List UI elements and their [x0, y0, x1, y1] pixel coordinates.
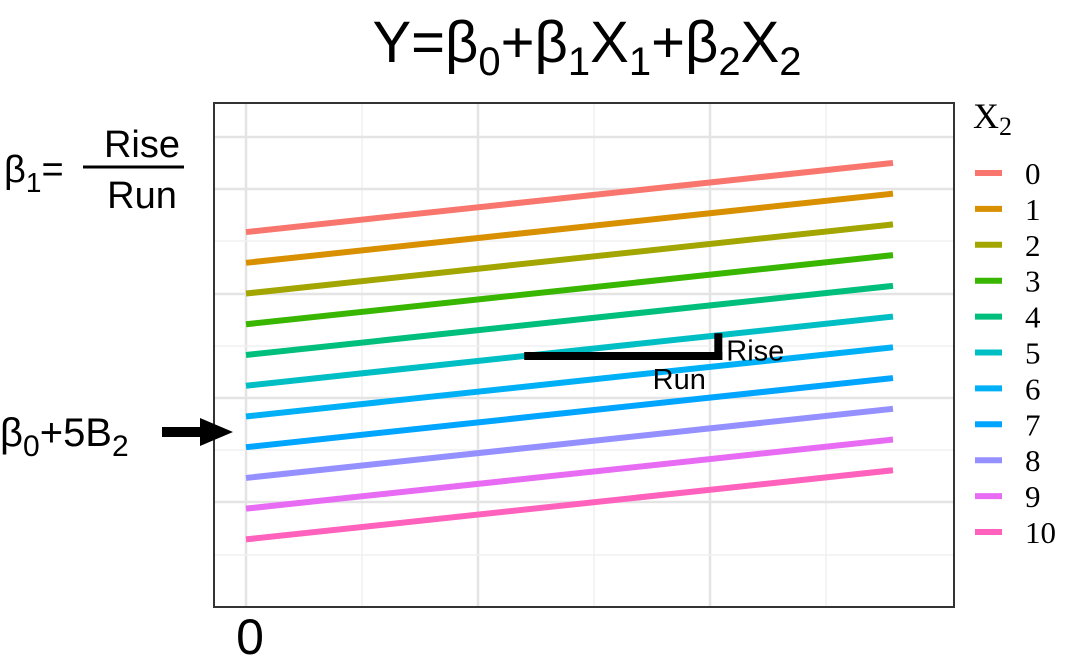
beta1-annotation: β1= Rise Run [4, 124, 184, 217]
intercept-annotation: β0+5B2 [0, 411, 233, 463]
x-tick-label-0: 0 [236, 609, 264, 658]
legend-label-7: 7 [1025, 407, 1041, 442]
legend-label-8: 8 [1025, 443, 1041, 478]
legend-label-6: 6 [1025, 371, 1041, 406]
slope-triangle: Run Rise [524, 333, 784, 396]
series-lines [245, 159, 894, 543]
legend-label-0: 0 [1025, 156, 1041, 191]
legend-label-1: 1 [1025, 192, 1041, 227]
rise-label: Rise [726, 336, 784, 368]
series-line-x2-6 [245, 344, 894, 420]
legend-title: X2 [973, 96, 1012, 141]
beta1-numerator: Rise [104, 124, 180, 166]
run-label: Run [653, 364, 706, 396]
series-line-x2-7 [245, 375, 894, 451]
series-line-x2-10 [245, 467, 894, 543]
plot-panel: Run Rise [213, 102, 955, 608]
series-line-x2-3 [245, 252, 894, 328]
beta1-denominator: Run [107, 175, 177, 217]
legend-label-9: 9 [1025, 479, 1041, 514]
series-line-x2-0 [245, 159, 894, 236]
series-line-x2-2 [245, 221, 894, 297]
series-line-x2-1 [245, 190, 894, 266]
legend-label-5: 5 [1025, 336, 1041, 371]
panel-border [213, 102, 955, 608]
legend-label-4: 4 [1025, 300, 1041, 335]
legend-label-2: 2 [1025, 228, 1041, 263]
chart-title: Y=β0+β1X1+β2X2 [372, 10, 801, 84]
series-line-x2-4 [245, 282, 894, 358]
intercept-arrow-head [200, 418, 233, 446]
series-line-x2-9 [245, 436, 894, 512]
series-line-x2-8 [245, 405, 894, 481]
intercept-label: β0+5B2 [0, 411, 129, 463]
series-line-x2-5 [245, 313, 894, 389]
legend-label-3: 3 [1025, 264, 1041, 299]
beta1-symbol: β1= [4, 149, 64, 198]
legend-label-10: 10 [1025, 515, 1056, 550]
